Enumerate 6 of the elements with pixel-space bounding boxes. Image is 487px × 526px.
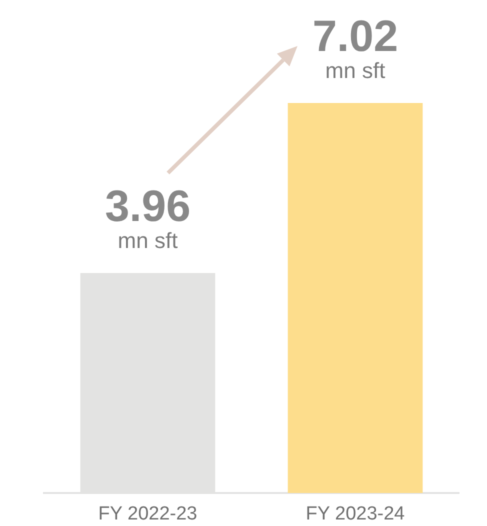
annotation: mn sft: [325, 58, 386, 83]
x-tick-label: FY 2023-24: [306, 504, 406, 525]
annotation: mn sft: [118, 228, 178, 253]
data-label: 3.96: [104, 182, 191, 231]
data-label: 7.02: [312, 12, 398, 61]
x-tick-label: FY 2022-23: [98, 504, 198, 525]
